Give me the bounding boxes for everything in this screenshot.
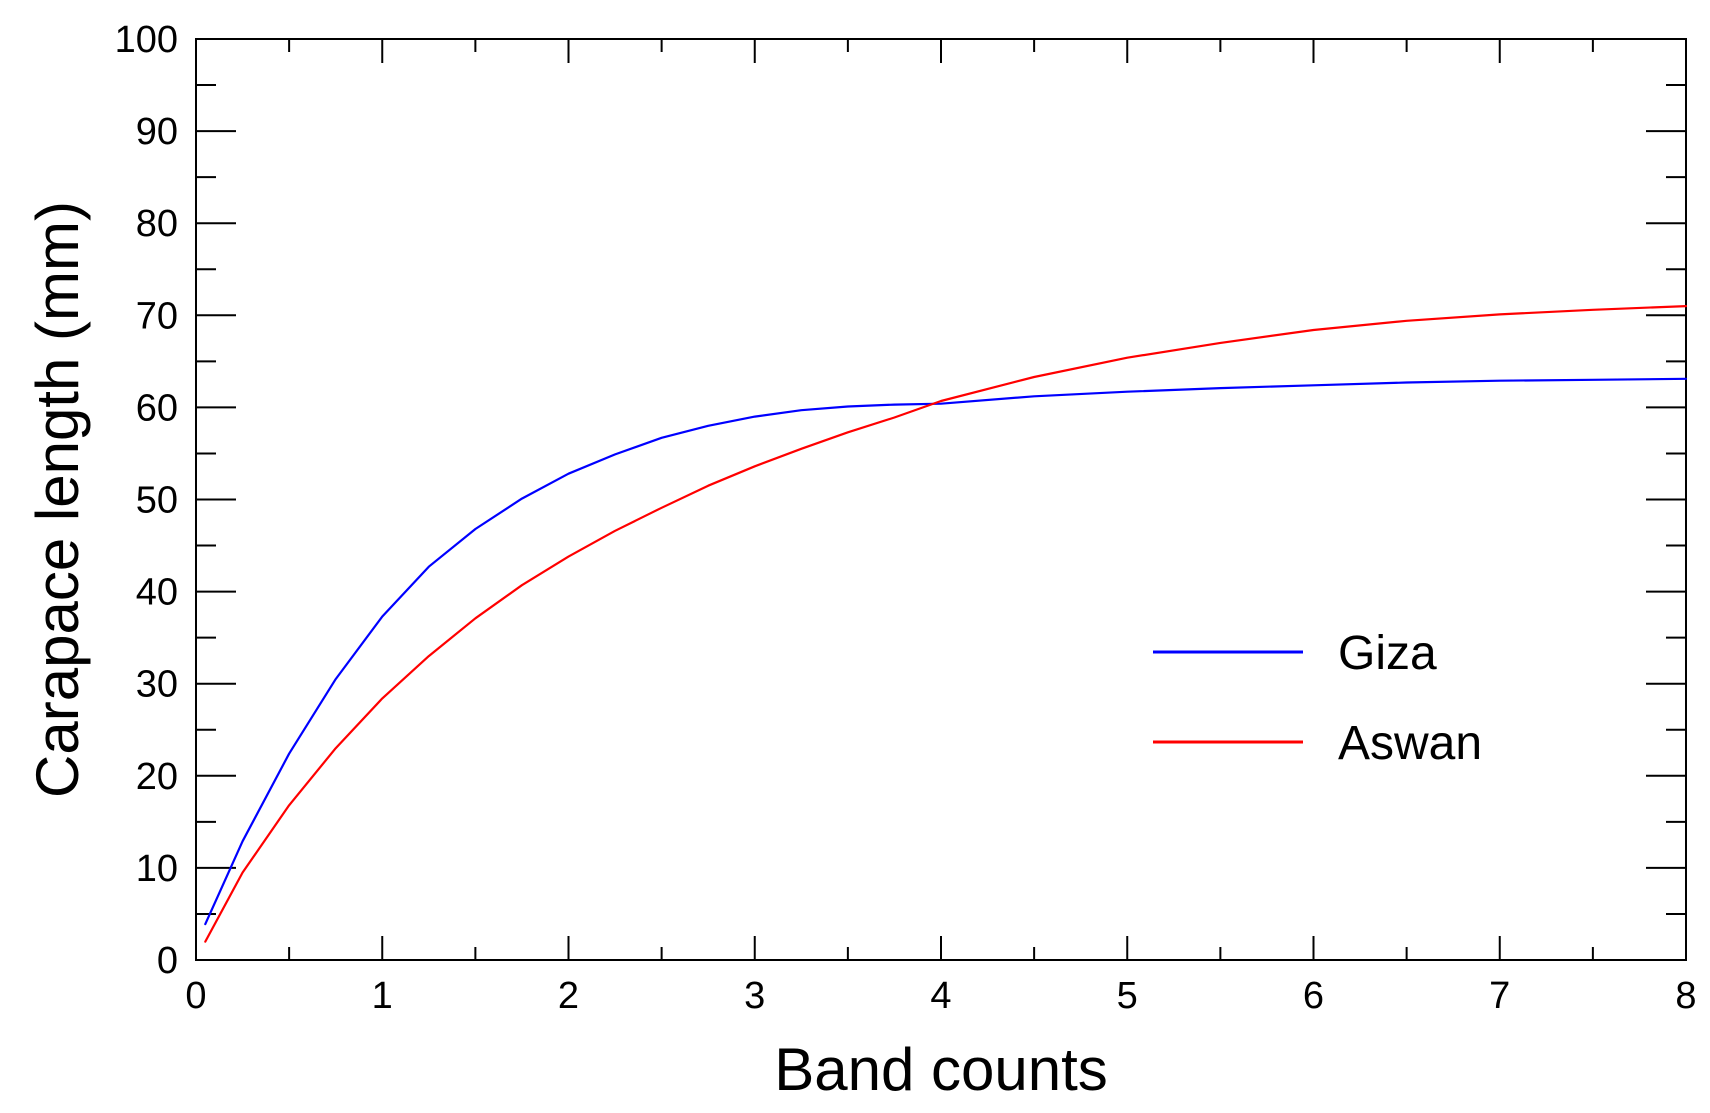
x-tick-label: 0 [185,975,206,1017]
legend: Giza Aswan [1153,627,1482,770]
x-tick-label: 5 [1117,975,1138,1017]
x-tick-label: 8 [1675,975,1696,1017]
y-tick-label: 10 [136,848,178,890]
series-lines [204,305,1688,943]
series-line-aswan [204,305,1688,943]
y-tick-label: 100 [115,19,178,61]
legend-label-aswan: Aswan [1338,717,1482,770]
plot-frame [195,38,1687,961]
x-tick-label: 2 [558,975,579,1017]
y-tick-label: 20 [136,756,178,798]
y-tick-label: 0 [157,940,178,982]
y-tick-label: 40 [136,572,178,614]
y-tick-label: 30 [136,664,178,706]
y-axis-title: Carapace length (mm) [24,201,91,798]
legend-label-giza: Giza [1338,627,1437,680]
y-tick-label: 50 [136,480,178,522]
series-line-giza [204,377,1688,926]
x-tick-label: 6 [1303,975,1324,1017]
y-tick-label: 60 [136,387,178,429]
x-axis-title: Band counts [774,1036,1108,1103]
x-tick-label: 7 [1489,975,1510,1017]
y-tick-label: 80 [136,203,178,245]
y-tick-label: 70 [136,295,178,337]
y-tick-label: 90 [136,111,178,153]
x-tick-label: 1 [372,975,393,1017]
x-tick-label: 4 [930,975,951,1017]
x-tick-label: 3 [744,975,765,1017]
